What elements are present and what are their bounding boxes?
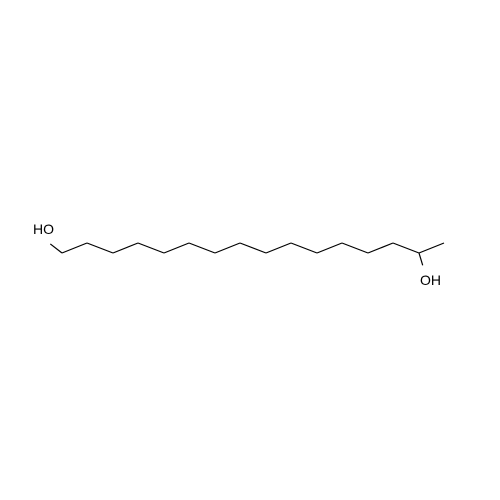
bond-line (393, 243, 419, 253)
molecule-canvas: HO OH (0, 0, 500, 500)
bond-line (189, 243, 215, 253)
bond-line (215, 243, 240, 253)
bond-line (266, 243, 291, 253)
bond-line (87, 243, 113, 253)
bond-group (50, 243, 444, 265)
bond-line (240, 243, 266, 253)
bond-line (342, 243, 368, 253)
bond-line (291, 243, 317, 253)
bond-line (113, 243, 138, 253)
bond-line (164, 243, 189, 253)
label-group: HO OH (33, 221, 441, 288)
atom-label-ho: HO (33, 221, 54, 237)
bond-line (419, 253, 423, 265)
bond-line (368, 243, 393, 253)
bond-line (419, 243, 444, 253)
atom-label-oh: OH (420, 272, 441, 288)
bond-line (317, 243, 342, 253)
bond-line (62, 243, 87, 253)
bond-line (50, 244, 62, 253)
bond-line (138, 243, 164, 253)
